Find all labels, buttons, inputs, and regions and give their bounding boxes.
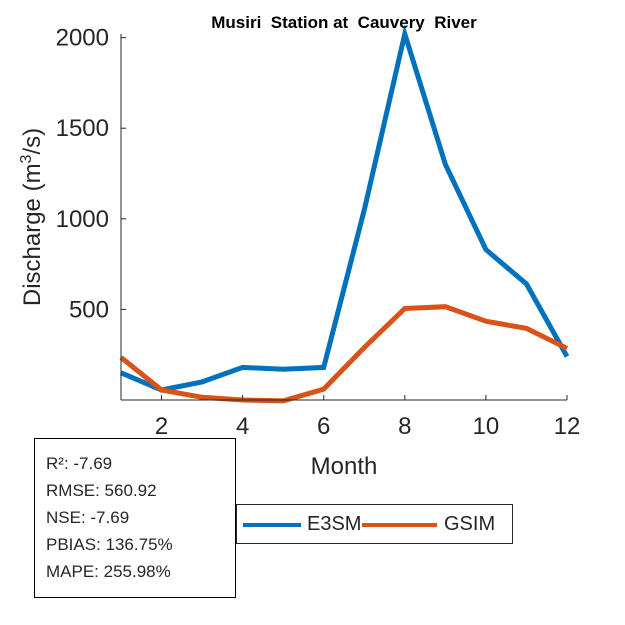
x-tick-label: 4 [236, 413, 249, 440]
stat-nse: NSE: -7.69 [46, 508, 130, 527]
stat-pbias: PBIAS: 136.75% [46, 535, 173, 554]
y-tick-label: 1500 [56, 115, 109, 142]
stat-mape: MAPE: 255.98% [46, 562, 171, 581]
series-line-gsim [119, 304, 569, 404]
x-tick-label: 6 [317, 413, 330, 440]
x-tick-label: 10 [473, 413, 500, 440]
y-axis-label-main: Discharge (m [19, 163, 46, 306]
y-tick-label: 1000 [56, 206, 109, 233]
y-tick-label: 2000 [56, 25, 109, 52]
x-tick-label: 2 [155, 413, 168, 440]
stats-box: R²: -7.69 RMSE: 560.92 NSE: -7.69 PBIAS:… [34, 438, 236, 598]
legend-label-e3sm: E3SM [307, 513, 362, 535]
chart-title: Musiri Station at Cauvery River [211, 13, 477, 32]
series-line-e3sm [120, 24, 570, 393]
x-axis-label: Month [311, 453, 378, 480]
x-tick-label: 8 [398, 413, 411, 440]
stat-rmse: RMSE: 560.92 [46, 481, 157, 500]
y-axis-label: Discharge (m3/s) [18, 128, 46, 306]
stat-r2: R²: -7.69 [46, 454, 113, 473]
legend-swatch-e3sm [243, 523, 301, 527]
plot-area [121, 34, 567, 400]
legend-label-gsim: GSIM [444, 513, 496, 535]
y-tick-label: 500 [69, 296, 109, 323]
axes-layer: 2 4 6 8 10 12 500 1000 1500 2000 [56, 25, 581, 440]
legend-swatch-gsim [362, 523, 437, 527]
series-layer [119, 24, 570, 404]
x-tick-label: 12 [554, 413, 581, 440]
y-axis-label-end: /s) [19, 128, 46, 155]
legend: E3SM GSIM [236, 504, 513, 544]
y-axis-label-sup: 3 [18, 154, 35, 163]
